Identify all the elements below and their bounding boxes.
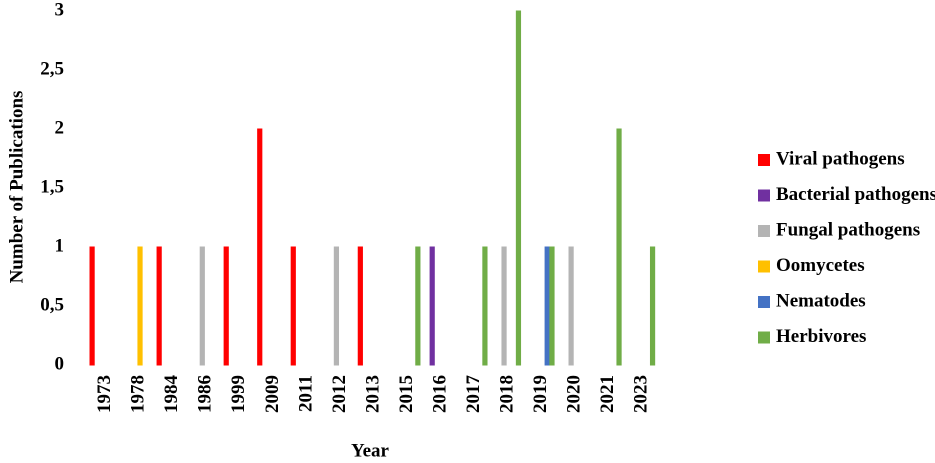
x-tick-label: 2017 [463,375,484,414]
bar [290,246,296,366]
bar [415,246,421,366]
bar [257,128,263,366]
bar [199,246,205,366]
x-axis-label: Year [351,440,390,461]
x-tick-label: 2013 [362,375,383,413]
legend-label: Fungal pathogens [776,219,920,240]
bar [549,246,555,366]
x-tick-label: 2023 [631,375,652,413]
legend-label: Herbivores [776,326,866,347]
x-tick-label: 2020 [564,375,585,413]
legend-swatch [758,296,770,308]
bar [616,128,622,366]
y-tick-label: 1,5 [40,176,64,197]
legend-swatch [758,154,770,166]
bar [515,10,522,366]
bar [156,246,162,366]
y-tick-label: 2 [55,117,65,138]
bar [544,246,550,366]
legend-swatch [758,260,770,273]
legend-swatch [758,189,770,202]
legend-swatch [758,225,770,237]
bar [501,246,507,366]
x-tick-label: 1986 [195,375,216,413]
legend-label: Nematodes [776,290,866,311]
y-axis-label: Number of Publications [6,91,27,284]
y-tick-label: 1 [55,235,65,256]
bar [357,246,363,366]
legend-label: Bacterial pathogens [776,184,935,205]
y-tick-label: 0,5 [40,294,64,315]
bar [649,246,656,366]
x-tick-label: 2021 [597,375,618,413]
x-tick-label: 2015 [396,375,417,413]
x-tick-label: 2012 [329,375,350,413]
bar [333,246,340,366]
bar [482,246,488,366]
bar [89,246,95,366]
legend-swatch [758,331,770,344]
legend-label: Viral pathogens [776,148,905,169]
legend-label: Oomycetes [776,255,865,276]
bar [568,246,574,366]
x-tick-label: 1978 [128,375,149,413]
bar [429,246,435,366]
x-tick-label: 2016 [429,375,450,413]
y-tick-label: 3 [55,0,65,20]
x-tick-label: 1973 [94,375,115,413]
x-tick-label: 2009 [262,375,283,413]
bar [137,246,143,366]
x-tick-label: 1984 [161,375,182,414]
bar [223,246,229,366]
x-tick-label: 2019 [530,375,551,413]
x-tick-label: 2011 [295,375,316,412]
x-tick-label: 2018 [496,375,517,413]
y-tick-label: 2,5 [40,58,64,79]
x-tick-label: 1999 [228,375,249,413]
y-tick-label: 0 [55,353,65,374]
